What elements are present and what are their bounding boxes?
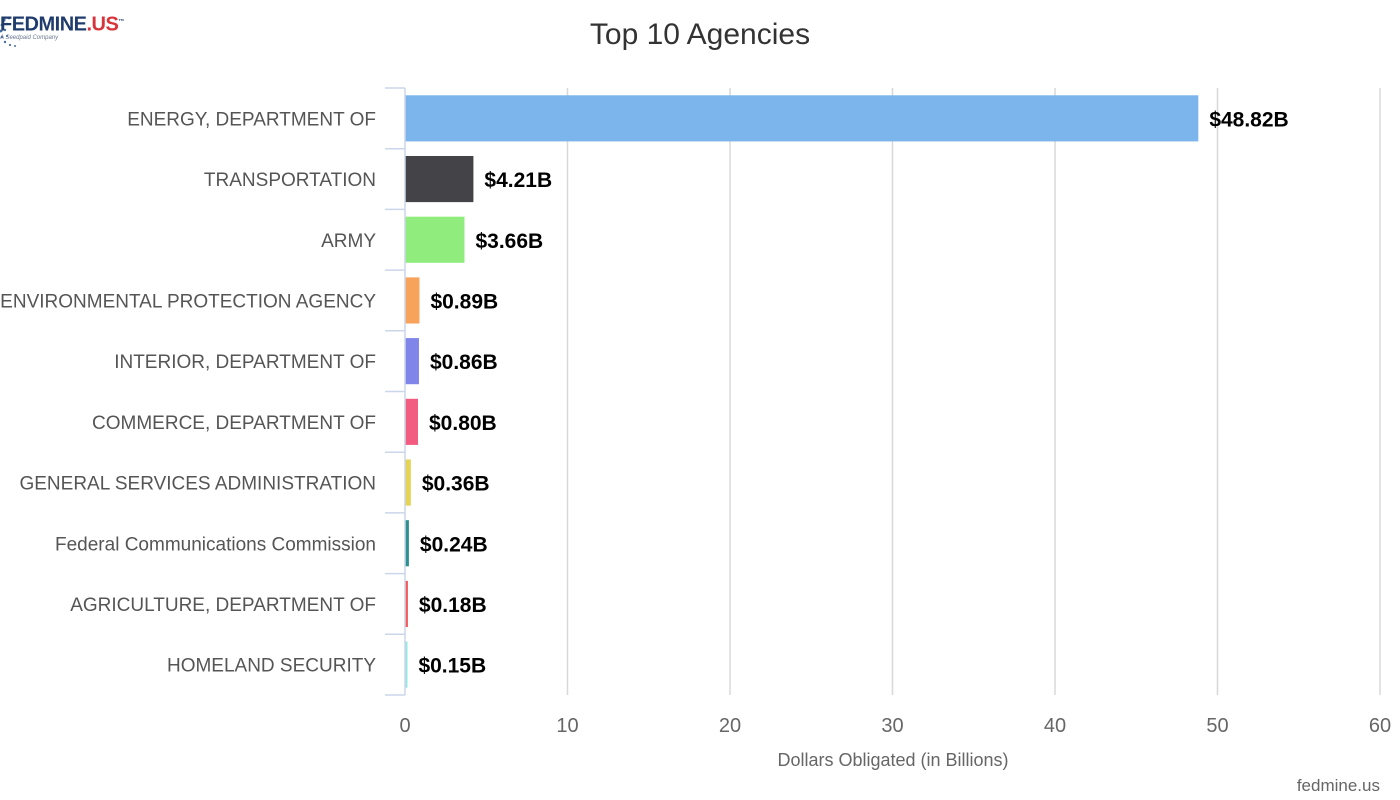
logo-trademark: ™ — [118, 19, 124, 25]
bar-value-label: $0.86B — [430, 351, 498, 374]
logo-main-text: FEDMINE — [0, 13, 87, 36]
category-label: AGRICULTURE, DEPARTMENT OF — [70, 595, 376, 616]
logo-accent-text: .US — [86, 13, 119, 36]
data-labels: $48.82B $4.21B $3.66B $0.89B $0.86B $0.80B $0.… — [418, 108, 1288, 677]
x-tick-label-40: 40 — [1044, 715, 1066, 737]
bar[interactable] — [405, 641, 408, 688]
fedmine-logo: FEDMINE.US™ A Seedpaid Company — [0, 8, 124, 48]
x-axis-tick-labels: 0 10 20 30 40 50 60 — [399, 715, 1391, 737]
x-tick-label-20: 20 — [719, 715, 741, 737]
logo-subtitle: A Seedpaid Company — [0, 35, 59, 41]
category-labels: ENERGY, DEPARTMENT OF TRANSPORTATION ARMY E… — [0, 109, 376, 676]
bar[interactable] — [405, 277, 420, 324]
bars — [405, 95, 1199, 688]
category-label: HOMELAND SECURITY — [167, 656, 376, 677]
gridlines — [566, 88, 1381, 695]
category-label: Federal Communications Commission — [55, 534, 376, 555]
bar-value-label: $3.66B — [475, 230, 543, 253]
logo-dots-icon — [0, 16, 16, 47]
y-axis — [385, 87, 406, 696]
category-label: COMMERCE, DEPARTMENT OF — [92, 413, 376, 434]
x-tick-label-10: 10 — [556, 715, 578, 737]
bar[interactable] — [405, 580, 408, 628]
x-tick-label-60: 60 — [1369, 715, 1391, 737]
bar[interactable] — [405, 398, 418, 445]
bar[interactable] — [405, 520, 409, 567]
chart-credit: fedmine.us — [1297, 776, 1380, 795]
category-label: ARMY — [321, 231, 376, 252]
x-tick-label-0: 0 — [399, 715, 410, 737]
category-label: INTERIOR, DEPARTMENT OF — [114, 352, 376, 373]
category-label: ENVIRONMENTAL PROTECTION AGENCY — [0, 291, 376, 312]
bar-value-label: $48.82B — [1209, 108, 1288, 131]
bar[interactable] — [405, 95, 1199, 142]
bar[interactable] — [405, 459, 411, 506]
bar-value-label: $0.89B — [430, 290, 498, 313]
x-tick-label-30: 30 — [881, 715, 903, 737]
x-axis-title: Dollars Obligated (in Billions) — [777, 750, 1008, 770]
bar-value-label: $0.36B — [422, 473, 490, 496]
bar-value-label: $0.24B — [420, 533, 488, 556]
bar-value-label: $4.21B — [484, 169, 552, 192]
category-label: ENERGY, DEPARTMENT OF — [127, 109, 376, 130]
bar-value-label: $0.80B — [429, 412, 497, 435]
x-tick-label-50: 50 — [1206, 715, 1228, 737]
chart-title: Top 10 Agencies — [590, 18, 810, 51]
bar[interactable] — [405, 155, 474, 203]
category-label: TRANSPORTATION — [204, 170, 376, 191]
bar-value-label: $0.15B — [418, 655, 486, 678]
category-label: GENERAL SERVICES ADMINISTRATION — [19, 474, 376, 495]
logo-wordmark: FEDMINE.US™ — [0, 12, 124, 35]
bar-value-label: $0.18B — [419, 594, 487, 617]
bar[interactable] — [405, 216, 465, 263]
bar[interactable] — [405, 338, 419, 385]
